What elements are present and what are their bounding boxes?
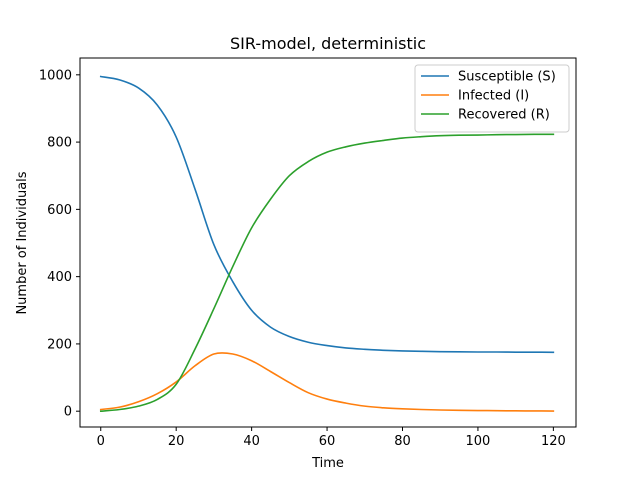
x-tick-label: 80 [394, 434, 411, 449]
y-tick-label: 200 [47, 337, 72, 352]
legend-label: Infected (I) [458, 89, 529, 104]
y-tick-label: 800 [47, 136, 72, 151]
series-lines [99, 75, 555, 413]
legend: Susceptible (S) Infected (I) Recovered (R) [414, 64, 570, 133]
y-axis-ticks: 0 200 400 600 800 1000 [39, 68, 80, 420]
x-tick-label: 40 [243, 434, 260, 449]
x-tick-label: 20 [168, 434, 185, 449]
x-axis-ticks: 0 20 40 60 80 100 120 [97, 427, 566, 449]
y-tick-label: 1000 [39, 68, 72, 83]
plot-area [79, 57, 577, 428]
y-tick-label: 0 [64, 405, 72, 420]
legend-label: Susceptible (S) [458, 70, 556, 85]
x-tick-label: 100 [466, 434, 491, 449]
axes-frame [79, 57, 577, 428]
chart-title: SIR-model, deterministic [230, 34, 426, 53]
legend-item-recovered: Recovered (R) [421, 108, 550, 123]
legend-item-susceptible: Susceptible (S) [421, 70, 556, 85]
legend-label: Recovered (R) [458, 108, 550, 123]
x-tick-label: 60 [319, 434, 336, 449]
y-tick-label: 400 [47, 270, 72, 285]
y-tick-label: 600 [47, 203, 72, 218]
legend-box [414, 64, 570, 133]
x-tick-label: 120 [541, 434, 566, 449]
series-line-infected [99, 352, 555, 412]
legend-item-infected: Infected (I) [421, 89, 529, 104]
x-tick-label: 0 [97, 434, 105, 449]
series-line-recovered [99, 133, 555, 413]
y-axis-label: Number of Individuals [15, 171, 30, 314]
x-axis-label: Time [311, 456, 344, 471]
series-line-susceptible [99, 75, 555, 354]
